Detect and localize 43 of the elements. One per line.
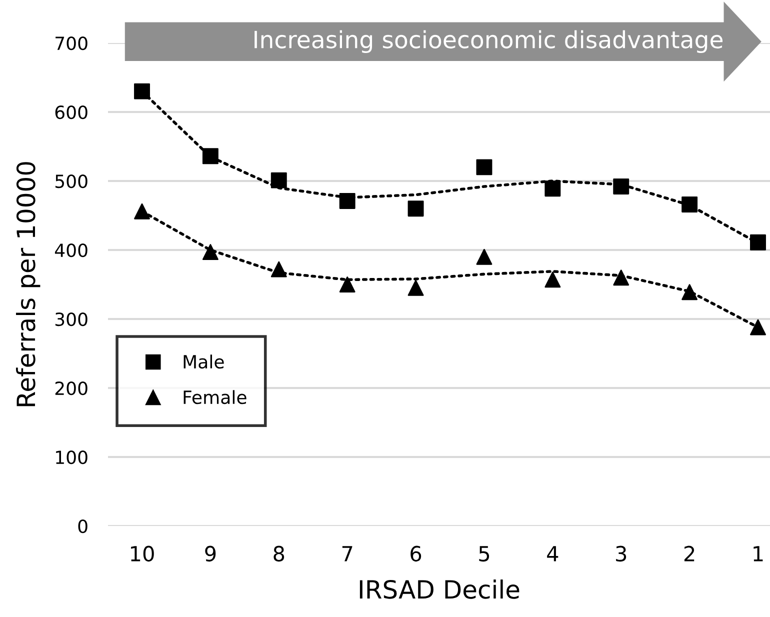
point — [613, 178, 630, 194]
y-tick-label: 600 — [55, 105, 88, 120]
x-tick-label: 10 — [131, 546, 154, 562]
y-tick-label: 500 — [55, 174, 88, 188]
point — [544, 272, 561, 288]
point — [476, 248, 492, 265]
x-tick-label: 7 — [342, 546, 352, 562]
point — [134, 83, 150, 100]
point — [202, 148, 218, 164]
y-tick-label: 0 — [78, 519, 88, 534]
x-tick-label: 2 — [684, 546, 694, 562]
x-tick-label: 4 — [547, 546, 558, 562]
x-tick-label: 1 — [754, 546, 763, 562]
point — [270, 172, 287, 188]
point — [339, 193, 356, 209]
x-tick-label: 3 — [616, 546, 626, 562]
y-axis-title: Referrals per 10000 — [16, 162, 40, 406]
point — [613, 270, 630, 286]
legend-label: Female — [184, 390, 246, 404]
point — [408, 280, 424, 296]
point — [270, 261, 287, 278]
point — [476, 159, 492, 176]
x-axis-title: IRSAD Decile — [360, 579, 520, 599]
y-tick-label: 300 — [55, 312, 88, 326]
point — [682, 196, 698, 212]
point — [544, 180, 561, 197]
y-tick-label: 700 — [56, 36, 88, 50]
x-tick-label: 8 — [274, 546, 284, 562]
point — [202, 244, 218, 260]
point — [339, 276, 356, 292]
point — [750, 234, 766, 250]
x-tick-label: 5 — [479, 546, 490, 562]
y-tick-label: 100 — [56, 450, 88, 464]
point — [750, 319, 766, 336]
x-tick-label: 6 — [410, 546, 422, 562]
annotation: Increasing socioeconomic disadvantage — [254, 30, 723, 54]
legend-label: Male — [184, 354, 224, 369]
y-tick-label: 200 — [55, 381, 88, 396]
point — [134, 203, 150, 220]
point — [682, 284, 698, 300]
point — [408, 200, 424, 217]
y-tick-label: 400 — [54, 243, 88, 258]
x-tick-label: 9 — [205, 546, 216, 562]
